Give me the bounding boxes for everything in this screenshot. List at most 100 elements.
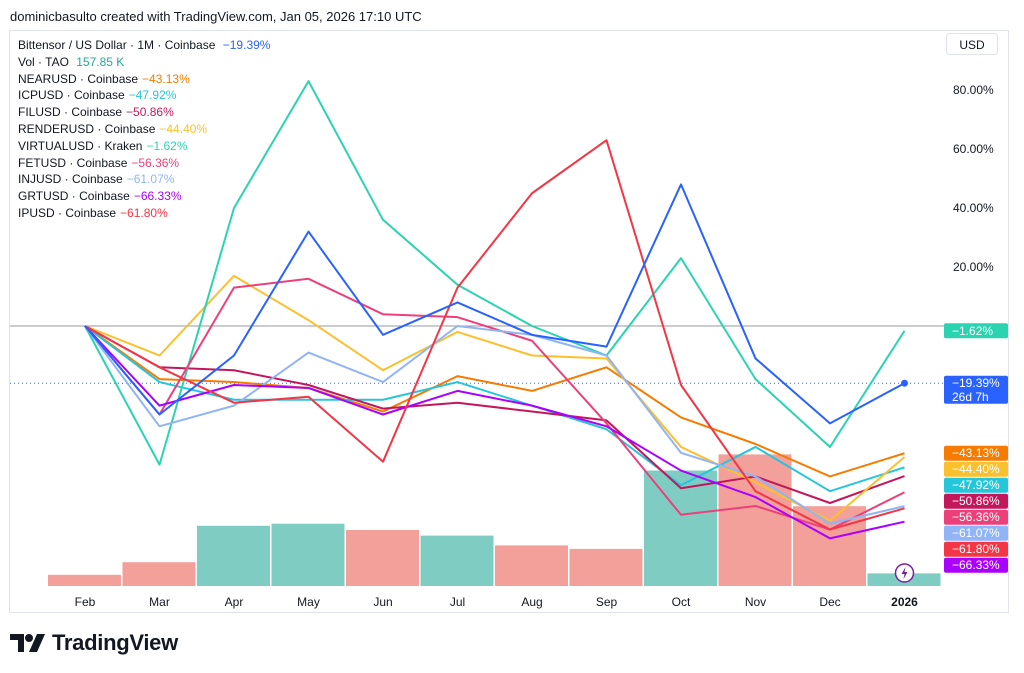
legend-value: −66.33% (133, 189, 182, 204)
x-tick-label: Apr (225, 595, 244, 609)
legend-symbol: NEARUSD · Coinbase (18, 71, 139, 86)
volume-bar[interactable] (122, 562, 196, 586)
price-tag-bg (944, 477, 1008, 493)
volume-bar[interactable] (644, 470, 717, 587)
legend-symbol: INJUSD · Coinbase (18, 172, 123, 187)
currency-button[interactable]: USD (946, 33, 998, 55)
legend-value: −43.13% (142, 71, 190, 86)
legend-volume-label: Vol · TAO (18, 54, 69, 69)
legend-volume-row[interactable]: Vol · TAO 157.85 K (18, 54, 270, 71)
series-line-bittensor-us-dollar-1m-coinbase[interactable] (84, 183, 905, 425)
price-tag-grtusd: −66.33% (944, 557, 1008, 573)
legend-row-nearusd[interactable]: NEARUSD · Coinbase −43.13% (18, 71, 270, 88)
volume-bar[interactable] (495, 545, 568, 586)
price-tag-bg (944, 461, 1008, 477)
y-tick-label: 40.00% (953, 201, 994, 215)
legend-symbol: ICPUSD · Coinbase (18, 88, 125, 103)
price-tag-bg (944, 525, 1008, 541)
series-line-ipusd[interactable] (84, 139, 905, 531)
volume-bar[interactable] (569, 548, 643, 586)
lightning-glyph (901, 567, 908, 579)
price-tag-bg (944, 375, 1008, 404)
legend-value: −19.39% (222, 38, 271, 52)
x-tick-label: Feb (75, 595, 96, 609)
price-tag-bg (944, 509, 1008, 525)
price-tag-text: −66.33% (952, 558, 1000, 572)
price-tag-filusd: −50.86% (944, 493, 1008, 509)
volume-bar[interactable] (271, 523, 345, 586)
chart-legend: Bittensor / US Dollar · 1M · Coinbase −1… (18, 37, 270, 222)
legend-row-virtualusd[interactable]: VIRTUALUSD · Kraken −1.62% (18, 138, 270, 155)
price-tag-injusd: −61.07% (944, 525, 1008, 541)
legend-value: −61.07% (126, 172, 175, 187)
tradingview-logo-icon (10, 634, 45, 652)
x-tick-label: 2026 (891, 595, 918, 609)
current-point-marker (901, 379, 908, 387)
series-line-virtualusd[interactable] (84, 80, 906, 466)
legend-title: Bittensor / US Dollar · 1M · Coinbase (18, 38, 216, 52)
price-tag-bg (944, 323, 1008, 339)
x-tick-label: Dec (819, 595, 840, 609)
legend-volume-value: 157.85 K (76, 54, 125, 69)
x-tick-label: Nov (745, 595, 766, 609)
tradingview-logo[interactable]: TradingView (10, 630, 178, 656)
volume-bar[interactable] (718, 454, 792, 586)
legend-row-ipusd[interactable]: IPUSD · Coinbase −61.80% (18, 205, 270, 222)
price-tag-nearusd: −43.13% (944, 445, 1008, 461)
chart-frame (9, 30, 1009, 613)
series-line-nearusd[interactable] (84, 325, 905, 478)
price-tag-text: −56.36% (952, 510, 1000, 524)
y-tick-label: 60.00% (953, 142, 994, 156)
volume-bar[interactable] (48, 574, 121, 586)
price-tag-bg (944, 541, 1008, 557)
legend-row-fetusd[interactable]: FETUSD · Coinbase −56.36% (18, 155, 270, 172)
price-tag-bg (944, 493, 1008, 509)
countdown-text: 26d 7h (952, 390, 989, 404)
legend-value: −44.40% (159, 121, 208, 136)
legend-symbol: IPUSD · Coinbase (18, 205, 117, 220)
legend-symbol: FILUSD · Coinbase (18, 105, 123, 120)
legend-row-icpusd[interactable]: ICPUSD · Coinbase −47.92% (18, 87, 270, 104)
volume-bar[interactable] (346, 530, 419, 586)
legend-value: −47.92% (128, 88, 177, 103)
price-tag-bittensor-us-dollar-1m-coinbase: −19.39%26d 7h (944, 375, 1008, 404)
price-tag-ipusd: −61.80% (944, 541, 1008, 557)
legend-row-filusd[interactable]: FILUSD · Coinbase −50.86% (18, 104, 270, 121)
series-line-fetusd[interactable] (84, 277, 905, 531)
legend-value: −56.36% (131, 155, 180, 170)
legend-value: −1.62% (146, 138, 188, 153)
legend-title-row[interactable]: Bittensor / US Dollar · 1M · Coinbase −1… (18, 37, 270, 54)
legend-symbol: GRTUSD · Coinbase (18, 189, 130, 204)
x-tick-label: Aug (521, 595, 542, 609)
price-tag-bg (944, 557, 1008, 573)
series-line-renderusd[interactable] (84, 274, 906, 522)
price-tag-text: −44.40% (952, 462, 1000, 476)
x-tick-label: Jun (373, 595, 392, 609)
price-tag-text: −50.86% (952, 494, 1000, 508)
legend-row-grtusd[interactable]: GRTUSD · Coinbase −66.33% (18, 188, 270, 205)
legend-symbol: RENDERUSD · Coinbase (18, 121, 156, 136)
price-tag-icpusd: −47.92% (944, 477, 1008, 493)
series-line-injusd[interactable] (84, 325, 905, 525)
x-tick-label: Jul (450, 595, 465, 609)
legend-symbol: VIRTUALUSD · Kraken (18, 138, 143, 153)
price-tag-text: −19.39% (952, 376, 1000, 390)
x-tick-label: Mar (149, 595, 170, 609)
y-tick-label: 80.00% (953, 83, 994, 97)
series-line-filusd[interactable] (84, 325, 905, 504)
price-tag-bg (944, 445, 1008, 461)
volume-bar[interactable] (197, 525, 270, 586)
price-tag-virtualusd: −1.62% (944, 323, 1008, 339)
price-tag-text: −61.07% (952, 526, 1000, 540)
chart-attribution: dominicbasulto created with TradingView.… (10, 9, 422, 24)
series-line-grtusd[interactable] (84, 325, 905, 540)
price-tag-text: −47.92% (952, 478, 1000, 492)
y-tick-label: 20.00% (953, 260, 994, 274)
price-tag-text: −61.80% (952, 542, 1000, 556)
price-tag-renderusd: −44.40% (944, 461, 1008, 477)
legend-row-renderusd[interactable]: RENDERUSD · Coinbase −44.40% (18, 121, 270, 138)
x-tick-label: May (297, 595, 320, 609)
volume-bar[interactable] (420, 535, 494, 586)
legend-row-injusd[interactable]: INJUSD · Coinbase −61.07% (18, 171, 270, 188)
